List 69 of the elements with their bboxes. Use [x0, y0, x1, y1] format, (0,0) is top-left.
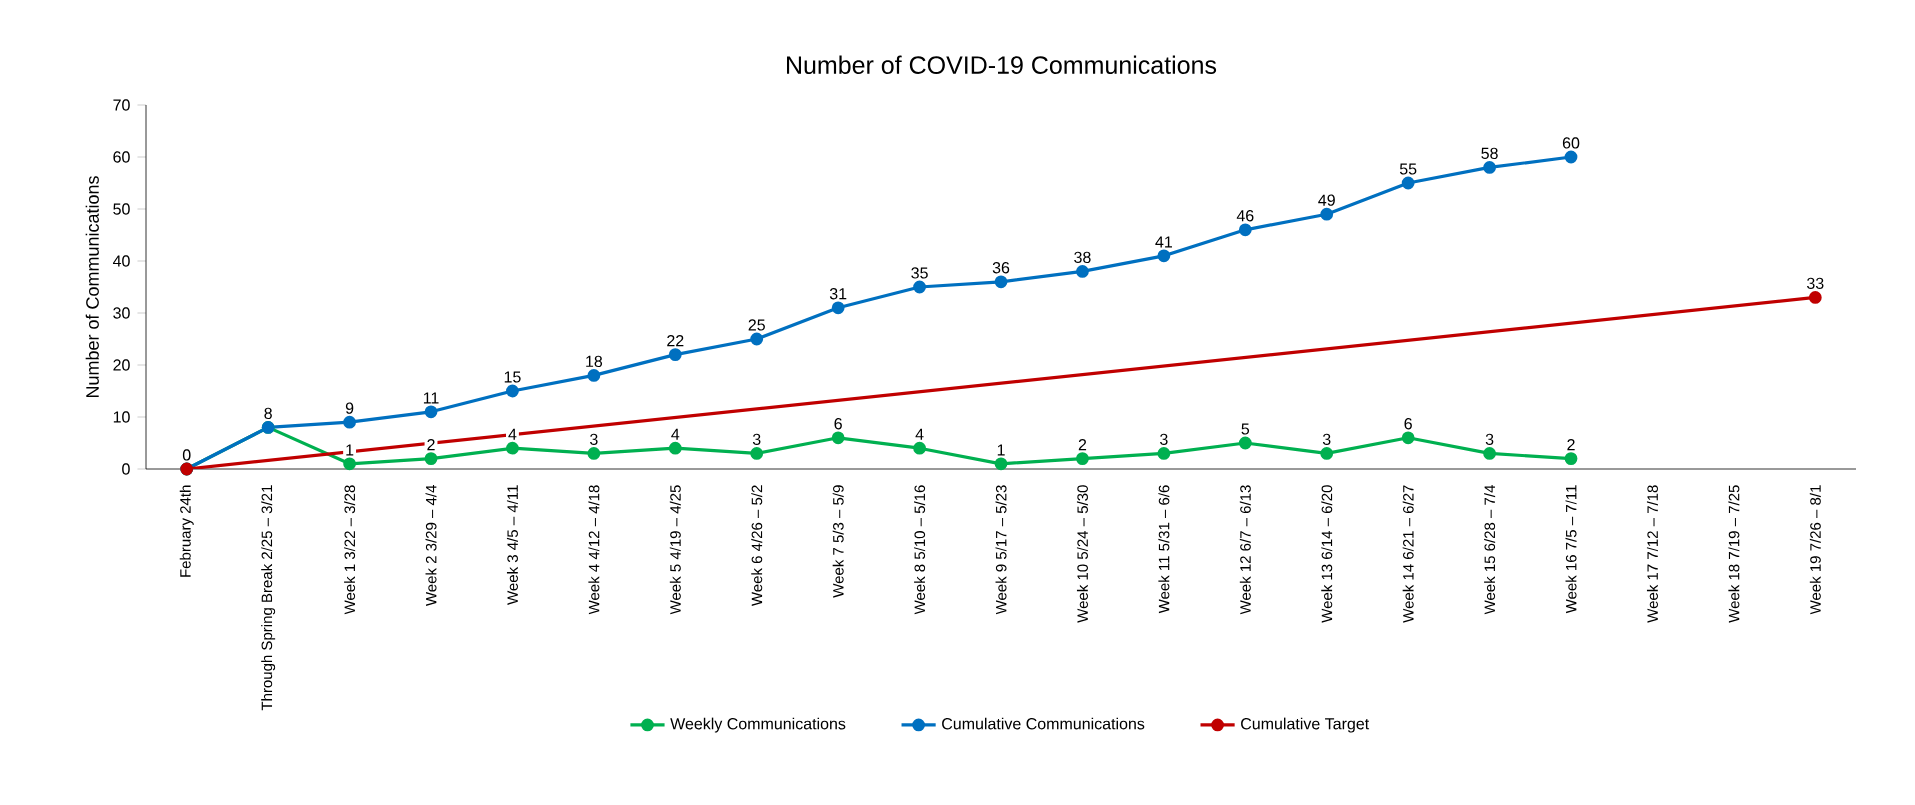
y-tick-label: 40: [112, 255, 130, 267]
x-tick-label: Week 1 3/22 – 3/28: [344, 485, 356, 615]
x-tick-label: Week 18 7/19 – 7/25: [1728, 485, 1740, 623]
data-label: 4: [915, 428, 924, 440]
y-axis-title: Number of Communications: [85, 176, 99, 398]
x-tick-label: Week 12 6/7 – 6/13: [1239, 485, 1251, 615]
data-label: 8: [264, 407, 272, 420]
data-label: 46: [1236, 210, 1254, 222]
data-label: 3: [1160, 433, 1168, 445]
legend-label: Cumulative Communications: [942, 717, 1145, 730]
x-tick-label: Week 2 3/29 – 4/4: [425, 485, 437, 607]
data-label: 4: [671, 428, 680, 440]
x-tick-label: Week 6 4/26 – 5/2: [751, 485, 763, 607]
data-label: 38: [1074, 251, 1091, 264]
x-tick-label: Week 17 7/12 – 7/18: [1646, 485, 1658, 623]
chart-title: Number of COVID-19 Communications: [787, 55, 1217, 74]
x-tick-label: Week 5 4/19 – 4/25: [669, 485, 681, 615]
data-label: 49: [1318, 194, 1335, 206]
data-label: 15: [504, 371, 521, 383]
x-tick-label: Week 11 5/31 – 6/6: [1158, 485, 1170, 614]
data-label: 0: [182, 449, 191, 461]
x-tick-label: Week 10 5/24 – 5/30: [1076, 485, 1088, 623]
y-tick-label: 20: [113, 359, 130, 371]
legend-label: Cumulative Target: [1241, 717, 1370, 733]
x-tick-label: Week 15 6/28 – 7/4: [1484, 485, 1496, 615]
legend-label: Weekly Communications: [670, 717, 846, 733]
x-tick-label: Week 19 7/26 – 8/1: [1809, 485, 1821, 615]
data-label: 4: [508, 428, 517, 440]
data-label: 55: [1399, 163, 1417, 175]
x-tick-label: Through Spring Break 2/25 – 3/21: [261, 485, 276, 711]
y-tick-label: 10: [113, 411, 130, 423]
y-tick-label: 60: [113, 151, 130, 163]
data-label: 6: [1404, 418, 1412, 430]
x-tick-label: Week 4 4/12 – 4/18: [588, 485, 600, 615]
y-tick-label: 50: [113, 203, 130, 215]
data-label: 2: [1567, 439, 1575, 451]
data-label: 31: [829, 288, 847, 300]
data-label: 33: [1807, 277, 1824, 290]
y-tick-label: 70: [113, 99, 130, 111]
data-label: 3: [1322, 433, 1331, 445]
data-label: 41: [1155, 236, 1172, 248]
data-label: 3: [1485, 433, 1494, 445]
data-label: 11: [423, 392, 439, 404]
data-label: 22: [667, 335, 684, 347]
data-label: 9: [345, 402, 354, 414]
data-label: 3: [590, 433, 598, 445]
x-tick-label: February 24th: [179, 485, 194, 577]
data-label: 1: [346, 444, 354, 456]
data-label: 3: [752, 433, 761, 445]
data-label: 60: [1562, 137, 1580, 149]
x-tick-label: Week 7 5/3 – 5/9: [832, 485, 844, 598]
x-tick-label: Week 9 5/17 – 5/23: [995, 485, 1007, 615]
data-label: 5: [1241, 423, 1250, 435]
data-label: 25: [748, 319, 765, 331]
y-tick-label: 30: [113, 307, 130, 319]
data-label: 2: [1078, 439, 1087, 451]
x-tick-label: Week 16 7/5 – 7/11: [1565, 485, 1577, 614]
y-tick-label: 0: [122, 463, 130, 475]
data-label: 18: [586, 355, 603, 368]
data-label: 58: [1481, 147, 1498, 160]
x-tick-label: Week 3 4/5 – 4/11: [506, 485, 518, 605]
data-label: 1: [997, 444, 1005, 456]
x-tick-label: Week 8 5/10 – 5/16: [914, 485, 926, 615]
data-label: 2: [427, 439, 435, 451]
data-label: 35: [911, 267, 928, 279]
x-tick-label: Week 14 6/21 – 6/27: [1402, 485, 1414, 623]
x-tick-label: Week 13 6/14 – 6/20: [1321, 485, 1333, 623]
data-label: 6: [834, 418, 842, 430]
data-label: 36: [992, 262, 1010, 274]
